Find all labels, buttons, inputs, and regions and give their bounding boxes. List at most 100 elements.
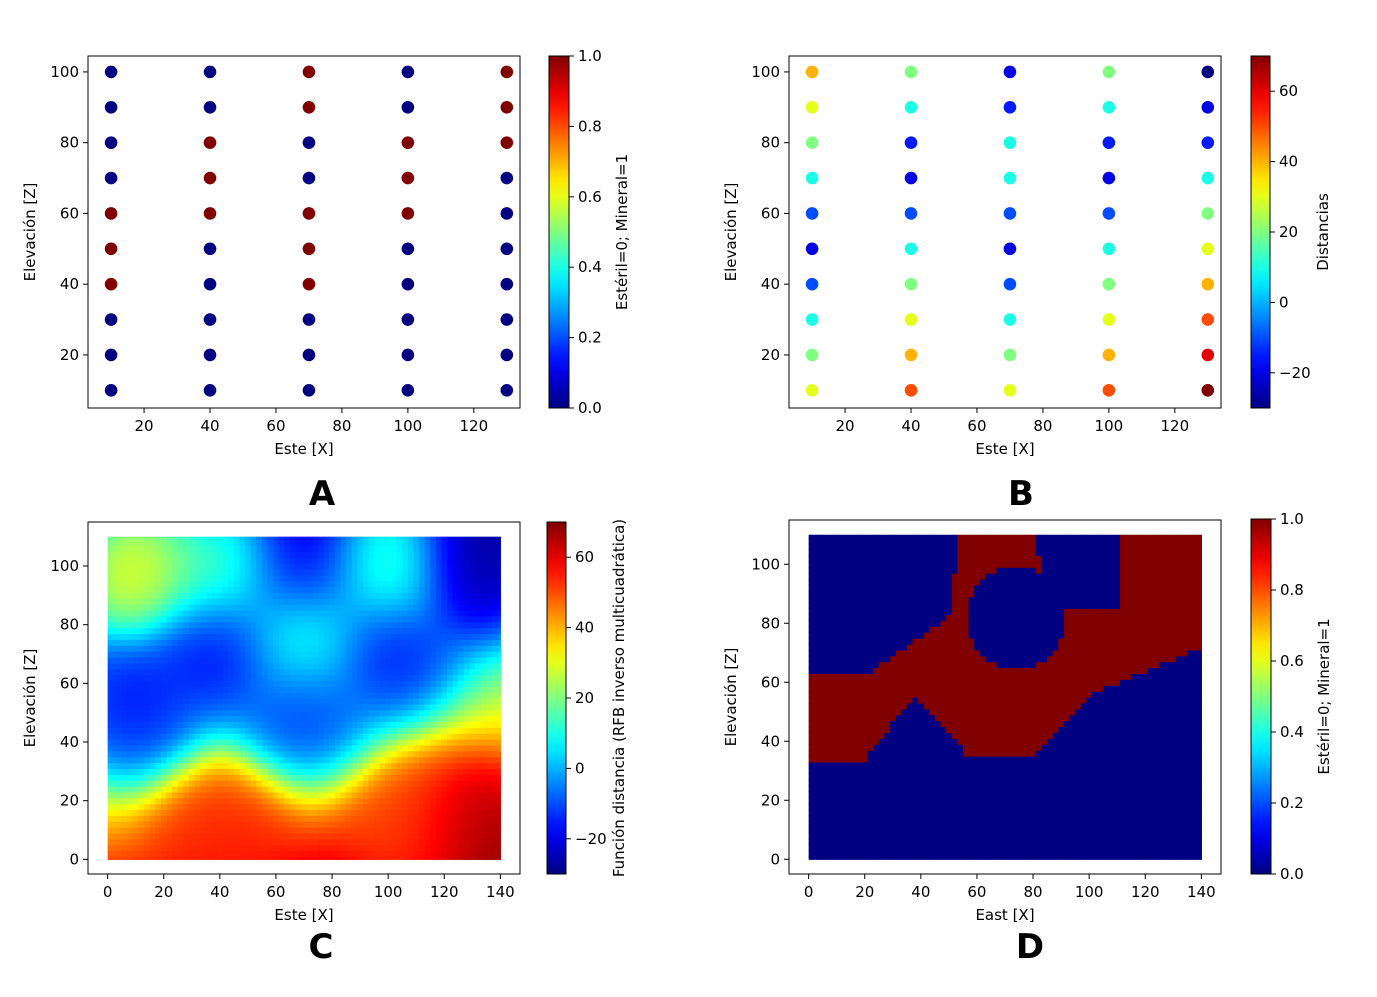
heatmap-cell (363, 537, 369, 541)
data-point (105, 243, 118, 256)
heatmap-cell (245, 657, 251, 663)
heatmap-cell (811, 603, 817, 610)
heatmap-cell (817, 845, 823, 852)
heatmap-cell (279, 651, 285, 657)
heatmap-cell (823, 614, 829, 621)
heatmap-cell (447, 768, 453, 774)
heatmap-cell (868, 591, 874, 598)
heatmap-cell (856, 815, 862, 822)
heatmap-cell (251, 639, 257, 645)
y-axis-label: Elevación [Z] (21, 183, 39, 282)
heatmap-cell (486, 845, 492, 851)
heatmap-cell (464, 716, 470, 722)
heatmap-cell (335, 733, 341, 739)
heatmap-cell (172, 780, 178, 786)
heatmap-cell (498, 698, 501, 704)
heatmap-cell (217, 721, 223, 727)
heatmap-cell (110, 815, 116, 821)
heatmap-cell (172, 675, 178, 681)
heatmap-cell (228, 716, 234, 722)
heatmap-cell (464, 692, 470, 698)
heatmap-cell (436, 727, 442, 733)
heatmap-cell (155, 610, 161, 616)
heatmap-cell (273, 704, 279, 710)
heatmap-cell (374, 563, 380, 569)
heatmap-cell (307, 774, 313, 780)
heatmap-cell (195, 845, 201, 851)
heatmap-cell (167, 809, 173, 815)
heatmap-cell (425, 815, 431, 821)
heatmap-cell (183, 563, 189, 569)
heatmap-cell (324, 839, 330, 845)
heatmap-cell (441, 780, 447, 786)
heatmap-cell (470, 657, 476, 663)
heatmap-cell (116, 774, 122, 780)
heatmap-cell (296, 804, 302, 810)
heatmap-cell (470, 716, 476, 722)
heatmap-cell (155, 827, 161, 833)
heatmap-cell (318, 669, 324, 675)
heatmap-cell (868, 750, 874, 757)
heatmap-cell (217, 686, 223, 692)
data-point (1004, 243, 1017, 256)
heatmap-cell (133, 821, 139, 827)
heatmap-cell (262, 680, 268, 686)
heatmap-cell (492, 833, 498, 839)
heatmap-cell (413, 721, 419, 727)
heatmap-cell (183, 663, 189, 669)
heatmap-cell (138, 537, 144, 541)
heatmap-cell (447, 698, 453, 704)
heatmap-cell (245, 569, 251, 575)
heatmap-cell (335, 610, 341, 616)
heatmap-cell (133, 563, 139, 569)
heatmap-cell (380, 616, 386, 622)
heatmap-cell (189, 587, 195, 593)
heatmap-cell (290, 569, 296, 575)
heatmap-cell (290, 763, 296, 769)
heatmap-cell (172, 704, 178, 710)
heatmap-cell (430, 804, 436, 810)
heatmap-cell (408, 587, 414, 593)
heatmap-cell (436, 592, 442, 598)
heatmap-cell (419, 551, 425, 557)
heatmap-cell (178, 745, 184, 751)
heatmap-cell (245, 733, 251, 739)
heatmap-cell (122, 557, 128, 563)
heatmap-cell (172, 774, 178, 780)
heatmap-cell (346, 692, 352, 698)
heatmap-cell (228, 663, 234, 669)
heatmap-cell (475, 686, 481, 692)
heatmap-cell (441, 581, 447, 587)
heatmap-cell (116, 675, 122, 681)
heatmap-cell (301, 786, 307, 792)
heatmap-cell (234, 563, 240, 569)
heatmap-cell (301, 804, 307, 810)
colorbar-tick-label: 40 (1279, 153, 1298, 171)
heatmap-cell (256, 704, 262, 710)
data-point (303, 172, 316, 185)
heatmap-cell (845, 703, 851, 710)
heatmap-cell (357, 651, 363, 657)
heatmap-cell (481, 815, 487, 821)
heatmap-cell (144, 598, 150, 604)
heatmap-cell (486, 537, 492, 541)
heatmap-cell (318, 809, 324, 815)
heatmap-cell (178, 563, 184, 569)
heatmap-cell (397, 651, 403, 657)
heatmap-cell (144, 851, 150, 857)
heatmap-cell (481, 839, 487, 845)
heatmap-cell (138, 569, 144, 575)
heatmap-cell (408, 815, 414, 821)
heatmap-cell (823, 579, 829, 586)
heatmap-cell (845, 656, 851, 663)
heatmap-cell (307, 804, 313, 810)
heatmap-cell (458, 710, 464, 716)
heatmap-cell (195, 809, 201, 815)
heatmap-cell (486, 633, 492, 639)
heatmap-cell (430, 798, 436, 804)
heatmap-cell (441, 798, 447, 804)
heatmap-cell (150, 727, 156, 733)
heatmap-cell (845, 780, 851, 787)
heatmap-cell (834, 691, 840, 698)
heatmap-cell (195, 798, 201, 804)
